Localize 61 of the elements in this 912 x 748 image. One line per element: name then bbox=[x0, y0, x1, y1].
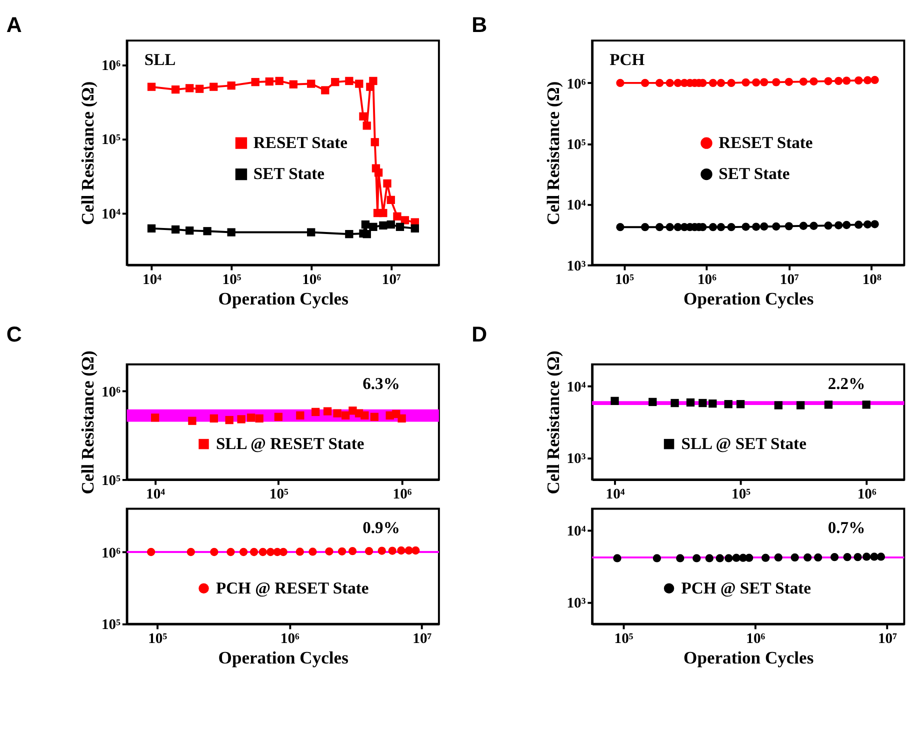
legend-label: RESET State bbox=[253, 132, 348, 152]
y-tick-label: 10⁶ bbox=[566, 76, 586, 92]
y-tick-label: 10⁵ bbox=[101, 132, 122, 148]
x-tick-label: 10⁷ bbox=[878, 630, 898, 647]
y-axis-title: Cell Resistance (Ω) bbox=[78, 81, 98, 226]
series-label: PCH @ SET State bbox=[681, 578, 812, 598]
x-tick-label: 10⁶ bbox=[280, 630, 300, 647]
annotation: 6.3% bbox=[362, 374, 400, 393]
x-tick-label: 10⁵ bbox=[269, 486, 290, 503]
annotation: 2.2% bbox=[828, 374, 866, 393]
x-tick-label: 10⁸ bbox=[862, 272, 882, 288]
y-tick-label: 10⁵ bbox=[101, 472, 122, 489]
series-label: PCH @ RESET State bbox=[216, 578, 369, 598]
x-axis-title: Operation Cycles bbox=[218, 647, 349, 668]
x-tick-label: 10⁷ bbox=[780, 272, 800, 288]
y-axis-title: Cell Resistance (Ω) bbox=[78, 350, 98, 494]
x-tick-label: 10⁵ bbox=[614, 630, 634, 647]
x-tick-label: 10⁴ bbox=[142, 272, 162, 288]
annotation: 0.7% bbox=[828, 518, 866, 538]
x-tick-label: 10⁵ bbox=[148, 630, 168, 647]
x-axis-title: Operation Cycles bbox=[218, 288, 349, 308]
y-tick-label: 10³ bbox=[566, 451, 586, 468]
x-tick-label: 10⁴ bbox=[606, 486, 626, 503]
x-tick-label: 10⁷ bbox=[412, 630, 432, 647]
x-axis-title: Operation Cycles bbox=[684, 647, 814, 668]
y-tick-label: 10⁴ bbox=[566, 198, 586, 214]
y-axis-title: Cell Resistance (Ω) bbox=[542, 81, 563, 226]
x-tick-label: 10⁵ bbox=[732, 486, 752, 503]
x-tick-label: 10⁵ bbox=[614, 272, 635, 288]
x-tick-label: 10⁷ bbox=[382, 272, 402, 288]
y-tick-label: 10⁶ bbox=[101, 545, 122, 562]
y-tick-label: 10⁶ bbox=[101, 384, 122, 400]
y-tick-label: 10⁶ bbox=[101, 58, 122, 74]
x-tick-label: 10⁶ bbox=[697, 272, 718, 288]
y-tick-label: 10³ bbox=[566, 258, 586, 274]
x-tick-label: 10⁶ bbox=[302, 272, 322, 288]
chart-title: B bbox=[472, 12, 488, 37]
legend-label: SLL @ SET State bbox=[681, 434, 806, 453]
x-tick-label: 10⁵ bbox=[222, 272, 242, 288]
legend-label: SET State bbox=[253, 164, 325, 184]
annotation: SLL bbox=[144, 50, 176, 69]
chart-title: D bbox=[472, 322, 488, 346]
chart-title: A bbox=[6, 12, 22, 37]
y-tick-label: 10³ bbox=[566, 596, 586, 612]
legend-label: SET State bbox=[718, 164, 790, 184]
chart-title: C bbox=[6, 322, 22, 346]
y-tick-label: 10⁴ bbox=[566, 379, 586, 396]
y-axis-title: Cell Resistance (Ω) bbox=[542, 350, 563, 494]
x-tick-label: 10⁴ bbox=[146, 486, 166, 503]
x-tick-label: 10⁶ bbox=[746, 630, 766, 647]
legend-label: RESET State bbox=[718, 132, 813, 152]
x-tick-label: 10⁶ bbox=[857, 486, 877, 503]
y-tick-label: 10⁴ bbox=[566, 524, 586, 540]
x-axis-title: Operation Cycles bbox=[684, 288, 814, 308]
y-tick-label: 10⁴ bbox=[101, 206, 122, 222]
y-tick-label: 10⁵ bbox=[566, 136, 586, 153]
y-tick-label: 10⁵ bbox=[101, 617, 122, 634]
annotation: PCH bbox=[610, 50, 645, 69]
annotation: 0.9% bbox=[362, 518, 400, 538]
legend-label: SLL @ RESET State bbox=[216, 434, 364, 453]
x-tick-label: 10⁶ bbox=[392, 486, 412, 503]
